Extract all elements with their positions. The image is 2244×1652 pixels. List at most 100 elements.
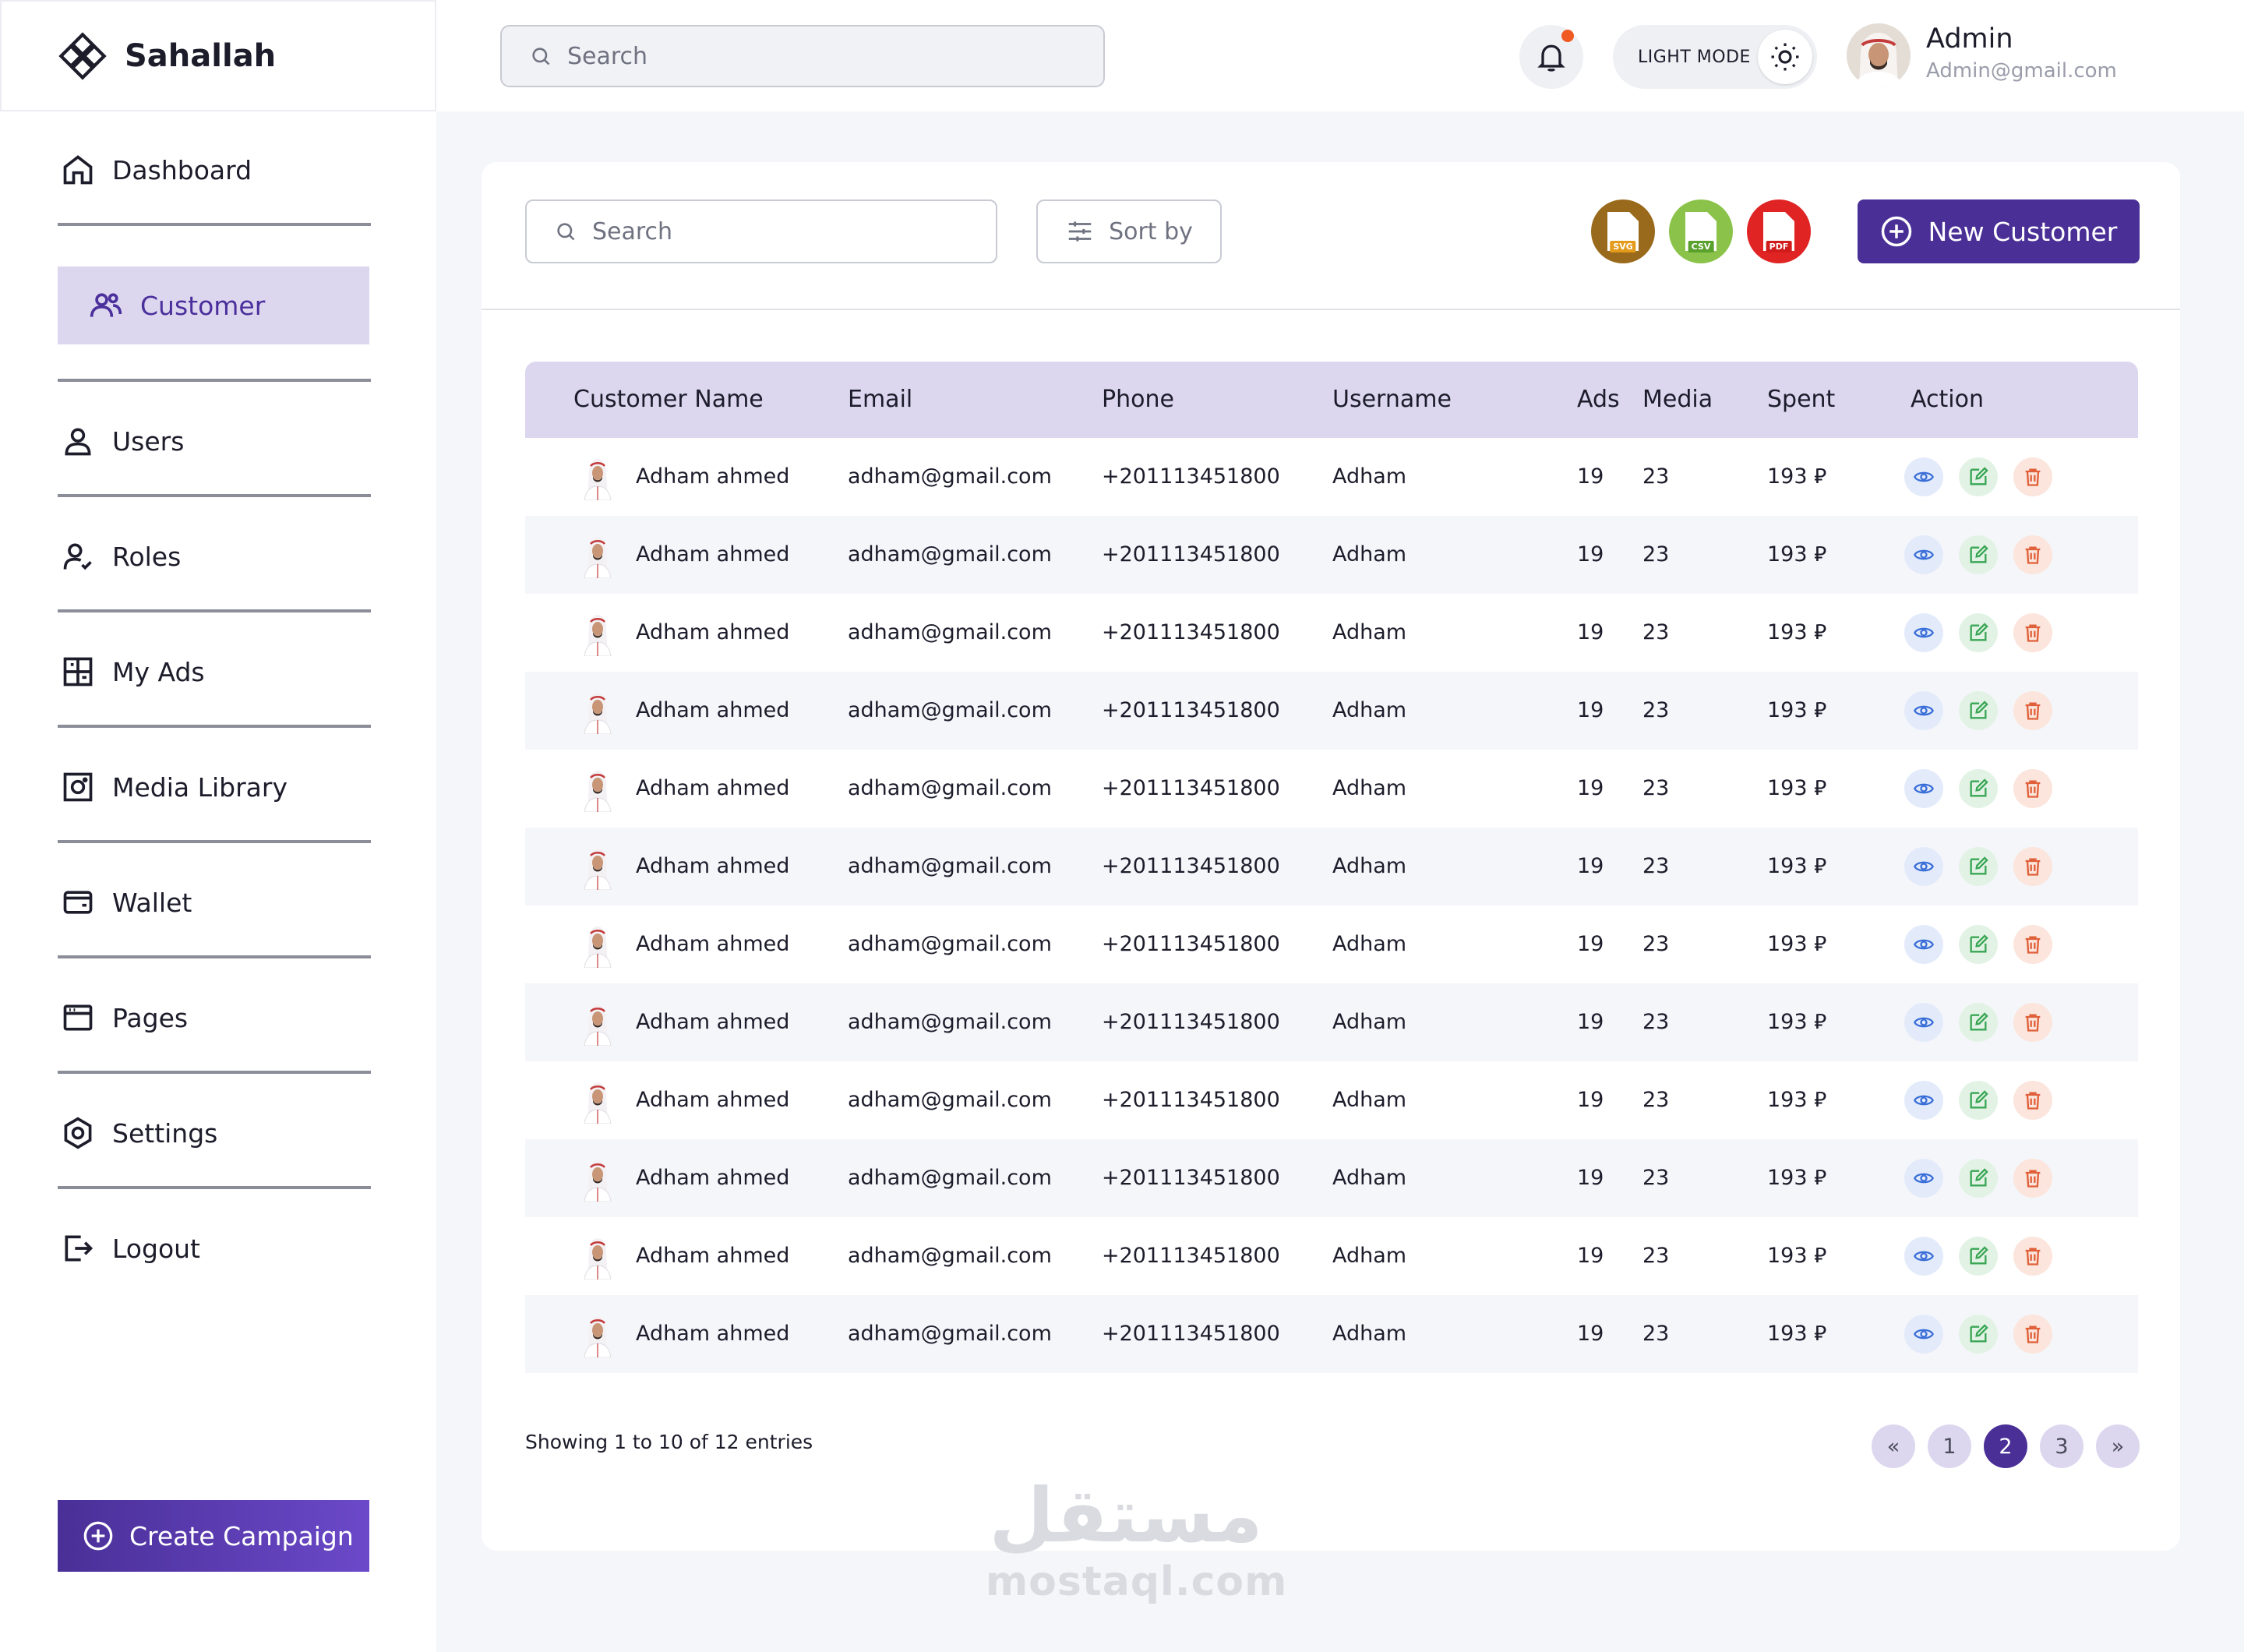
brand[interactable]: Sahallah — [0, 0, 436, 111]
column-header-customer-name[interactable]: Customer Name — [573, 386, 764, 413]
cell-username: Adham — [1332, 698, 1407, 722]
edit-button[interactable] — [1959, 1159, 1998, 1198]
table-row[interactable]: Adham ahmed adham@gmail.com +201113451800 A… — [525, 516, 2138, 594]
edit-button[interactable] — [1959, 1237, 1998, 1276]
view-button[interactable] — [1904, 613, 1943, 652]
cell-spent: 193 ⃁ — [1767, 542, 1827, 567]
edit-button[interactable] — [1959, 535, 1998, 574]
view-button[interactable] — [1904, 847, 1943, 886]
column-header-phone[interactable]: Phone — [1102, 386, 1174, 413]
sort-by-button[interactable]: Sort by — [1036, 199, 1222, 263]
cell-ads: 19 — [1577, 932, 1604, 956]
table-row[interactable]: Adham ahmed adham@gmail.com +201113451800 A… — [525, 672, 2138, 750]
pagination-last-button[interactable]: » — [2096, 1424, 2140, 1468]
delete-button[interactable] — [2013, 1315, 2052, 1354]
edit-button[interactable] — [1959, 691, 1998, 730]
cell-media: 23 — [1642, 854, 1670, 878]
view-button[interactable] — [1904, 769, 1943, 808]
edit-button[interactable] — [1959, 847, 1998, 886]
cell-media: 23 — [1642, 1088, 1670, 1112]
column-header-username[interactable]: Username — [1332, 386, 1452, 413]
export-pdf-tag: PDF — [1766, 241, 1792, 252]
cell-username: Adham — [1332, 776, 1407, 800]
edit-icon — [1970, 778, 1988, 797]
delete-button[interactable] — [2013, 1159, 2052, 1198]
sidebar-item-wallet[interactable]: Wallet — [58, 863, 369, 941]
eye-icon — [1914, 783, 1934, 794]
cell-email: adham@gmail.com — [848, 464, 1052, 489]
edit-button[interactable] — [1959, 1081, 1998, 1120]
delete-button[interactable] — [2013, 925, 2052, 964]
view-button[interactable] — [1904, 1081, 1943, 1120]
view-button[interactable] — [1904, 1315, 1943, 1354]
sidebar-item-settings[interactable]: Settings — [58, 1094, 369, 1172]
table-row[interactable]: Adham ahmed adham@gmail.com +201113451800 A… — [525, 1217, 2138, 1295]
sidebar-item-my-ads[interactable]: My Ads — [58, 633, 369, 711]
table-row[interactable]: Adham ahmed adham@gmail.com +201113451800 A… — [525, 1139, 2138, 1217]
edit-icon — [1970, 1246, 1988, 1265]
view-button[interactable] — [1904, 1237, 1943, 1276]
theme-toggle-knob[interactable] — [1758, 30, 1812, 84]
customer-search[interactable] — [525, 199, 997, 263]
export-svg-button[interactable]: SVG — [1591, 199, 1655, 263]
create-campaign-button[interactable]: Create Campaign — [58, 1500, 369, 1572]
delete-button[interactable] — [2013, 457, 2052, 496]
delete-button[interactable] — [2013, 769, 2052, 808]
cell-username: Adham — [1332, 854, 1407, 878]
customer-search-input[interactable] — [592, 217, 935, 245]
edit-button[interactable] — [1959, 769, 1998, 808]
edit-button[interactable] — [1959, 1003, 1998, 1042]
delete-button[interactable] — [2013, 847, 2052, 886]
notifications-button[interactable] — [1519, 25, 1583, 89]
edit-button[interactable] — [1959, 613, 1998, 652]
table-row[interactable]: Adham ahmed adham@gmail.com +201113451800 A… — [525, 983, 2138, 1061]
delete-button[interactable] — [2013, 1237, 2052, 1276]
view-button[interactable] — [1904, 1003, 1943, 1042]
divider — [58, 379, 371, 382]
view-button[interactable] — [1904, 925, 1943, 964]
table-row[interactable]: Adham ahmed adham@gmail.com +201113451800 A… — [525, 438, 2138, 516]
sidebar-item-users[interactable]: Users — [58, 402, 369, 480]
pagination-first-button[interactable]: « — [1872, 1424, 1915, 1468]
global-search[interactable] — [500, 25, 1105, 87]
table-row[interactable]: Adham ahmed adham@gmail.com +201113451800 A… — [525, 594, 2138, 672]
table-row[interactable]: Adham ahmed adham@gmail.com +201113451800 A… — [525, 905, 2138, 983]
edit-button[interactable] — [1959, 925, 1998, 964]
export-pdf-button[interactable]: PDF — [1747, 199, 1811, 263]
sidebar-item-customer[interactable]: Customer — [58, 267, 369, 344]
cell-media: 23 — [1642, 932, 1670, 956]
admin-avatar[interactable] — [1847, 23, 1911, 87]
column-header-media[interactable]: Media — [1642, 386, 1713, 413]
pagination-page-2[interactable]: 2 — [1984, 1424, 2027, 1468]
sidebar-item-roles[interactable]: Roles — [58, 517, 369, 595]
view-button[interactable] — [1904, 535, 1943, 574]
table-row[interactable]: Adham ahmed adham@gmail.com +201113451800 A… — [525, 1061, 2138, 1139]
delete-button[interactable] — [2013, 1003, 2052, 1042]
sidebar-item-logout[interactable]: Logout — [58, 1209, 369, 1287]
view-button[interactable] — [1904, 457, 1943, 496]
sidebar-item-media-library[interactable]: Media Library — [58, 748, 369, 826]
table-row[interactable]: Adham ahmed adham@gmail.com +201113451800 A… — [525, 828, 2138, 905]
delete-button[interactable] — [2013, 1081, 2052, 1120]
delete-button[interactable] — [2013, 535, 2052, 574]
new-customer-button[interactable]: New Customer — [1858, 199, 2140, 263]
column-header-email[interactable]: Email — [848, 386, 913, 413]
column-header-spent[interactable]: Spent — [1767, 386, 1836, 413]
delete-button[interactable] — [2013, 613, 2052, 652]
pagination-page-3[interactable]: 3 — [2040, 1424, 2083, 1468]
theme-toggle[interactable]: LIGHT MODE — [1613, 25, 1817, 89]
delete-button[interactable] — [2013, 691, 2052, 730]
view-button[interactable] — [1904, 1159, 1943, 1198]
global-search-input[interactable] — [567, 42, 1035, 70]
column-header-ads[interactable]: Ads — [1577, 386, 1620, 413]
export-csv-button[interactable]: CSV — [1669, 199, 1733, 263]
edit-button[interactable] — [1959, 457, 1998, 496]
view-button[interactable] — [1904, 691, 1943, 730]
table-row[interactable]: Adham ahmed adham@gmail.com +201113451800 A… — [525, 1295, 2138, 1373]
top-header: LIGHT MODE Admin Admin@gmail.com — [436, 0, 2244, 111]
pagination-page-1[interactable]: 1 — [1928, 1424, 1971, 1468]
table-row[interactable]: Adham ahmed adham@gmail.com +201113451800 A… — [525, 750, 2138, 828]
sidebar-item-dashboard[interactable]: Dashboard — [58, 131, 369, 209]
sidebar-item-pages[interactable]: Pages — [58, 979, 369, 1057]
edit-button[interactable] — [1959, 1315, 1998, 1354]
